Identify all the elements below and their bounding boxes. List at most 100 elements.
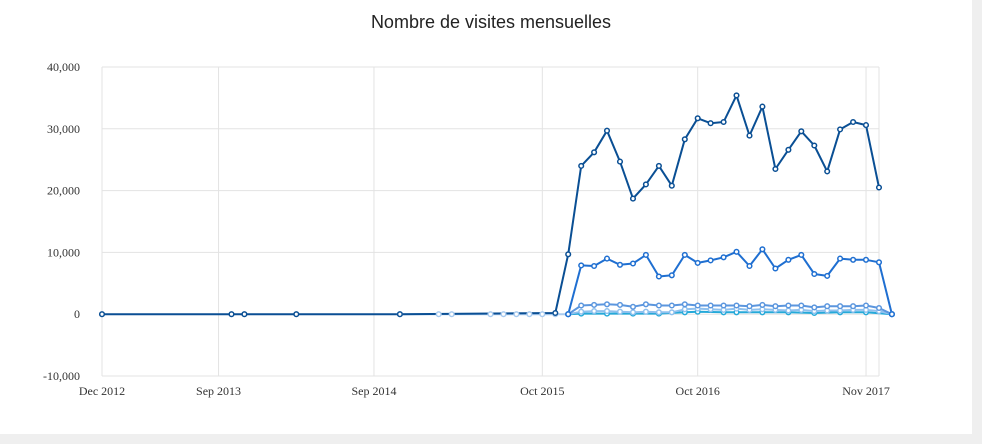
data-point xyxy=(228,311,235,318)
chart-frame xyxy=(0,0,972,434)
data-point xyxy=(526,311,533,318)
data-point xyxy=(707,302,714,309)
data-point xyxy=(875,184,883,191)
data-point xyxy=(539,311,546,318)
data-point xyxy=(629,260,637,267)
data-point xyxy=(681,136,688,143)
data-point xyxy=(733,92,740,99)
data-point xyxy=(98,311,106,318)
data-point xyxy=(862,122,870,129)
data-point xyxy=(552,309,559,317)
data-point xyxy=(642,251,649,258)
data-point xyxy=(785,302,792,309)
x-tick-label: Oct 2016 xyxy=(676,384,720,398)
data-point xyxy=(862,302,870,309)
data-point xyxy=(798,251,805,258)
data-point xyxy=(759,103,766,110)
y-tick-label: 20,000 xyxy=(47,184,80,198)
y-axis-ticks: -10,000 0 10,000 20,000 30,000 40,000 xyxy=(43,60,80,383)
data-point xyxy=(772,303,779,310)
x-tick-label: Oct 2015 xyxy=(520,384,564,398)
data-point xyxy=(733,248,740,255)
data-point xyxy=(655,273,662,280)
grid-lines xyxy=(101,66,880,377)
data-point xyxy=(875,304,883,312)
data-point xyxy=(681,306,688,313)
data-point xyxy=(435,311,442,318)
data-point xyxy=(616,158,624,165)
series-points xyxy=(98,92,895,318)
data-point xyxy=(629,195,637,202)
data-point xyxy=(720,254,727,261)
data-point xyxy=(668,309,675,316)
y-tick-label: 30,000 xyxy=(47,122,80,136)
data-point xyxy=(694,259,701,266)
data-point xyxy=(850,118,857,126)
data-point xyxy=(733,302,740,309)
x-axis-ticks: Dec 2012 Sep 2013 Sep 2014 Oct 2015 Oct 2016… xyxy=(79,384,890,398)
data-point xyxy=(720,302,727,309)
data-point xyxy=(811,270,818,278)
data-point xyxy=(798,302,805,309)
data-point xyxy=(681,251,688,258)
data-point xyxy=(798,128,805,135)
data-point xyxy=(603,308,611,315)
data-point xyxy=(578,262,585,269)
data-point xyxy=(681,301,688,308)
data-point xyxy=(862,256,870,263)
data-point xyxy=(824,168,831,175)
data-point xyxy=(694,302,701,309)
x-tick-label: Sep 2013 xyxy=(196,384,241,398)
data-point xyxy=(616,261,624,268)
y-tick-label: -10,000 xyxy=(43,369,80,383)
data-point xyxy=(720,118,727,126)
data-point xyxy=(811,304,818,311)
data-point xyxy=(837,303,844,310)
data-point xyxy=(888,311,895,318)
data-point xyxy=(241,311,248,318)
data-point xyxy=(487,311,494,318)
data-point xyxy=(629,309,637,316)
data-point xyxy=(824,272,831,279)
data-point xyxy=(591,262,598,270)
x-tick-label: Nov 2017 xyxy=(842,384,890,398)
data-point xyxy=(603,255,611,262)
data-point xyxy=(759,246,766,253)
data-point xyxy=(396,311,403,318)
data-point xyxy=(603,127,611,134)
data-point xyxy=(707,120,714,127)
data-point xyxy=(448,311,455,318)
data-point xyxy=(642,308,649,315)
y-tick-label: 0 xyxy=(74,307,80,321)
x-tick-label: Dec 2012 xyxy=(79,384,125,398)
data-point xyxy=(500,311,507,318)
data-point xyxy=(603,301,611,308)
data-point xyxy=(591,149,598,156)
data-point xyxy=(668,302,675,309)
data-point xyxy=(642,301,649,308)
data-point xyxy=(513,311,520,318)
data-point xyxy=(668,182,675,189)
data-point xyxy=(850,303,857,310)
data-point xyxy=(565,251,572,258)
data-point xyxy=(642,181,649,188)
chart-title: Nombre de visites mensuelles xyxy=(370,12,612,32)
x-tick-label: Sep 2014 xyxy=(351,384,396,398)
data-point xyxy=(824,303,831,310)
data-point xyxy=(591,301,598,308)
data-point xyxy=(293,311,300,318)
y-tick-label: 40,000 xyxy=(47,60,80,74)
data-point xyxy=(616,301,624,308)
data-point xyxy=(837,126,844,133)
series-lines xyxy=(102,94,893,316)
data-point xyxy=(875,259,883,266)
data-point xyxy=(850,256,857,263)
data-point xyxy=(785,307,792,314)
data-point xyxy=(655,302,662,309)
data-point xyxy=(772,165,779,173)
data-point xyxy=(629,303,637,310)
data-point xyxy=(655,162,662,169)
data-point xyxy=(578,162,585,169)
data-point xyxy=(707,257,714,264)
